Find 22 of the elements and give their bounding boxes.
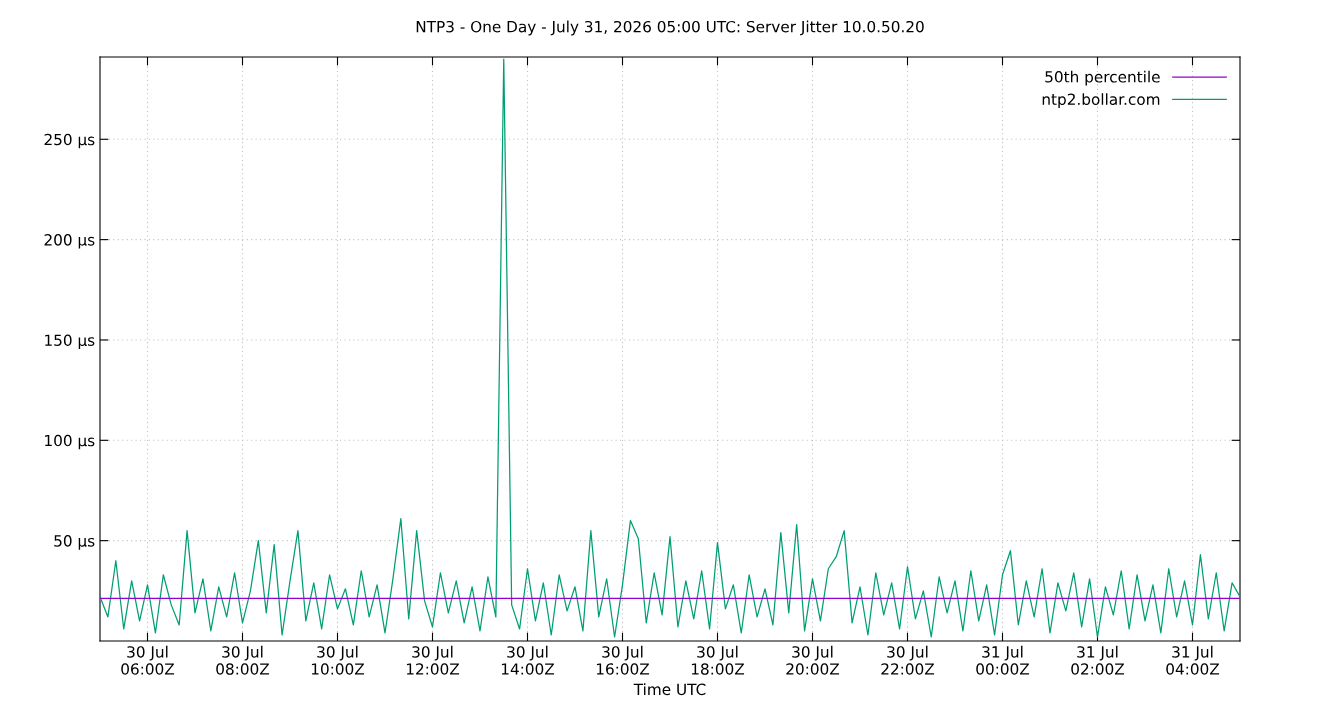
x-tick-label: 30 Jul 06:00Z — [121, 645, 175, 675]
y-tick-label: 50 µs — [54, 535, 95, 550]
legend-label: ntp2.bollar.com — [1042, 93, 1160, 108]
x-tick-label: 30 Jul 20:00Z — [786, 645, 840, 675]
x-tick-label: 30 Jul 10:00Z — [311, 645, 365, 675]
x-tick-label: 31 Jul 00:00Z — [976, 645, 1030, 675]
x-tick-label: 30 Jul 22:00Z — [881, 645, 935, 675]
y-tick-label: 100 µs — [45, 434, 95, 450]
x-tick-label: 31 Jul 02:00Z — [1071, 645, 1125, 675]
x-tick-label: 31 Jul 04:00Z — [1166, 645, 1220, 675]
x-tick-label: 30 Jul 18:00Z — [691, 645, 745, 675]
y-tick-label: 200 µs — [44, 234, 95, 249]
x-tick-label: 30 Jul 16:00Z — [596, 645, 650, 675]
x-tick-label: 30 Jul 14:00Z — [501, 645, 555, 675]
x-tick-label: 30 Jul 08:00Z — [216, 645, 270, 675]
y-tick-label: 150 µs — [45, 334, 95, 349]
x-tick-label: 30 Jul 12:00Z — [406, 645, 460, 675]
x-axis-title: Time UTC — [633, 683, 706, 696]
line-series — [100, 58, 1240, 638]
legend-label: 50th percentile — [1045, 70, 1160, 86]
chart-title: NTP3 - One Day - July 31, 2026 05:00 UTC: Server Jitter 10.0.50.20 — [416, 20, 924, 36]
y-tick-label: 250 µs — [44, 133, 95, 149]
